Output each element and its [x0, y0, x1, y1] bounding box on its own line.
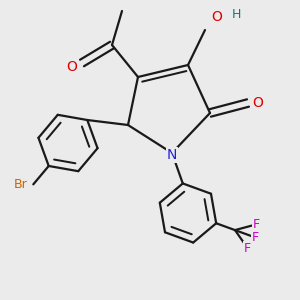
- Text: F: F: [253, 218, 260, 231]
- Text: O: O: [211, 10, 222, 24]
- Text: N: N: [167, 148, 177, 162]
- Text: H: H: [232, 8, 242, 21]
- Text: O: O: [253, 96, 263, 110]
- Text: F: F: [252, 231, 259, 244]
- Text: O: O: [67, 60, 77, 74]
- Text: Br: Br: [14, 178, 27, 191]
- Text: F: F: [244, 242, 251, 255]
